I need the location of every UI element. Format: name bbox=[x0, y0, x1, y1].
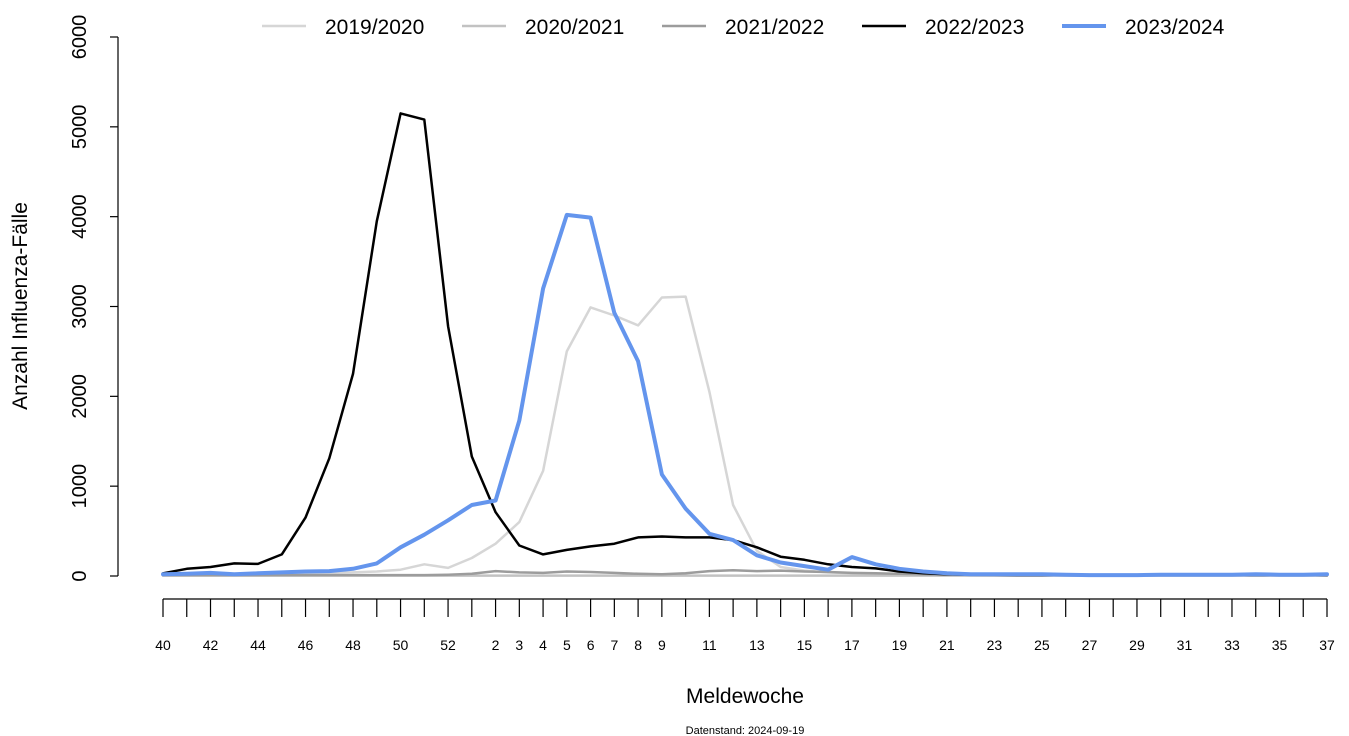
x-tick-label: 7 bbox=[610, 637, 618, 653]
x-tick-label: 44 bbox=[250, 637, 266, 653]
legend-label: 2020/2021 bbox=[525, 16, 624, 39]
y-axis: 0 1000 2000 3000 4000 5000 6000 bbox=[69, 15, 119, 582]
x-tick-label: 11 bbox=[702, 637, 717, 653]
series-line-2022-2023 bbox=[161, 112, 1329, 577]
x-tick-label: 37 bbox=[1319, 637, 1335, 653]
y-tick-label: 3000 bbox=[69, 284, 91, 329]
legend-label: 2021/2022 bbox=[725, 16, 824, 39]
x-tick-label: 4 bbox=[539, 637, 547, 653]
x-tick-label: 50 bbox=[393, 637, 409, 653]
y-tick-label: 0 bbox=[69, 570, 91, 581]
x-tick-label: 27 bbox=[1082, 637, 1098, 653]
data-status-footnote: Datenstand: 2024-09-19 bbox=[686, 725, 805, 736]
y-tick-label: 5000 bbox=[69, 105, 91, 150]
x-tick-label: 48 bbox=[345, 637, 361, 653]
y-axis-title: Anzahl Influenza-Fälle bbox=[9, 202, 32, 410]
series-line-2019-2020 bbox=[161, 295, 1329, 577]
x-tick-label: 31 bbox=[1177, 637, 1193, 653]
x-tick-label: 33 bbox=[1224, 637, 1240, 653]
x-tick-label: 8 bbox=[634, 637, 642, 653]
x-tick-label: 9 bbox=[658, 637, 666, 653]
x-tick-label: 52 bbox=[440, 637, 456, 653]
plot-area bbox=[161, 112, 1329, 578]
x-axis: 40 42 44 46 48 50 52 2 3 4 5 6 7 8 9 11 13 15 17 19 21 23 25 27… bbox=[155, 598, 1335, 653]
y-tick-label: 6000 bbox=[69, 15, 91, 60]
x-tick-label: 35 bbox=[1272, 637, 1288, 653]
y-tick-label: 2000 bbox=[69, 374, 91, 419]
y-tick-label: 4000 bbox=[69, 194, 91, 239]
x-tick-label: 42 bbox=[203, 637, 219, 653]
x-tick-label: 17 bbox=[844, 637, 860, 653]
x-tick-label: 25 bbox=[1034, 637, 1050, 653]
y-tick-label: 1000 bbox=[69, 464, 91, 509]
x-tick-label: 15 bbox=[797, 637, 813, 653]
x-tick-label: 23 bbox=[987, 637, 1003, 653]
x-tick-label: 46 bbox=[298, 637, 314, 653]
x-tick-label: 21 bbox=[939, 637, 955, 653]
x-axis-title: Meldewoche bbox=[686, 685, 804, 708]
x-tick-label: 19 bbox=[892, 637, 908, 653]
x-tick-label: 13 bbox=[749, 637, 765, 653]
legend-label: 2023/2024 bbox=[1125, 16, 1225, 39]
chart-legend: 2019/2020 2020/2021 2021/2022 2022/2023 2023… bbox=[262, 16, 1225, 39]
x-tick-label: 3 bbox=[515, 637, 523, 653]
legend-label: 2019/2020 bbox=[325, 16, 424, 39]
x-tick-label: 40 bbox=[155, 637, 171, 653]
x-tick-label: 29 bbox=[1129, 637, 1145, 653]
legend-label: 2022/2023 bbox=[925, 16, 1024, 39]
x-tick-label: 2 bbox=[492, 637, 500, 653]
series-line-2023-2024 bbox=[161, 212, 1329, 578]
x-tick-label: 5 bbox=[563, 637, 571, 653]
x-tick-label: 6 bbox=[587, 637, 595, 653]
